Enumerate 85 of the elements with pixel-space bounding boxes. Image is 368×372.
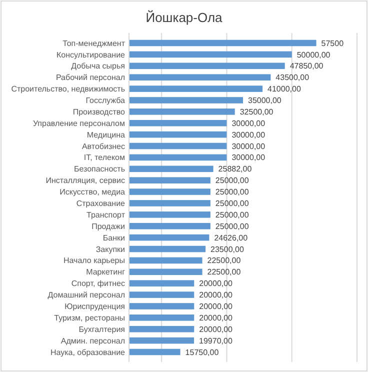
data-label: 24626,00 xyxy=(214,233,248,242)
data-label: 30000,00 xyxy=(232,118,266,128)
data-label: 20000,00 xyxy=(199,313,234,322)
y-tick-label: Туризм, рестораны xyxy=(54,313,126,322)
y-tick-label: Наука, образование xyxy=(50,348,126,357)
bar xyxy=(129,348,180,356)
data-label: 30000,00 xyxy=(232,130,266,140)
y-tick-label: Транспорт xyxy=(86,210,126,220)
data-label: 19970,00 xyxy=(199,336,233,346)
y-tick-label: Бухгалтерия xyxy=(78,324,125,334)
data-label: 20000,00 xyxy=(199,324,234,334)
bar xyxy=(129,142,227,150)
bar xyxy=(129,51,292,58)
y-tick-label: Страхование xyxy=(76,199,126,208)
y-tick-label: Консультирование xyxy=(56,50,126,60)
chart-title: Йошкар-Ола xyxy=(146,10,224,25)
data-label: 20000,00 xyxy=(199,302,234,312)
bar xyxy=(129,131,227,138)
y-tick-label: Автобизнес xyxy=(82,142,125,151)
data-label: 25000,00 xyxy=(215,188,250,197)
bar xyxy=(129,154,227,161)
data-label: 25000,00 xyxy=(215,199,250,208)
y-tick-label: Госслужба xyxy=(86,96,126,106)
data-label: 35000,00 xyxy=(248,96,282,106)
bar xyxy=(129,212,210,218)
y-tick-label: Продажи xyxy=(92,222,125,231)
data-label: 25882,00 xyxy=(218,164,252,174)
bar xyxy=(129,188,210,195)
y-tick-label: Банки xyxy=(102,233,125,242)
y-tick-label: Админ. персонал xyxy=(60,336,126,346)
y-tick-label: IT, телеком xyxy=(84,153,125,162)
data-label: 23500,00 xyxy=(210,244,244,254)
y-tick-label: Искусство, медиа xyxy=(60,188,126,197)
bar xyxy=(129,40,316,46)
bar xyxy=(129,337,194,344)
data-label: 15750,00 xyxy=(185,348,220,357)
y-tick-label: Добыча сырья xyxy=(71,62,125,71)
bar xyxy=(129,120,227,126)
bar xyxy=(129,177,210,184)
y-tick-label: Медицина xyxy=(86,130,126,140)
data-label: 30000,00 xyxy=(232,142,266,151)
bar xyxy=(129,62,285,70)
data-label: 25000,00 xyxy=(215,210,250,220)
bar xyxy=(129,246,206,252)
y-tick-label: Инсталляция, сервис xyxy=(46,176,125,186)
y-tick-label: Управление персоналом xyxy=(32,118,125,128)
data-label: 30000,00 xyxy=(232,153,266,162)
data-label: 41000,00 xyxy=(268,84,302,94)
bar xyxy=(129,292,194,298)
bar xyxy=(129,303,194,310)
bar xyxy=(129,166,214,172)
bar xyxy=(129,257,202,264)
data-label: 57500 xyxy=(321,38,344,48)
bar xyxy=(129,326,194,332)
y-tick-label: Закупки xyxy=(96,244,125,254)
y-tick-label: Спорт, фитнес xyxy=(71,279,125,288)
bar xyxy=(129,86,263,92)
y-tick-label: Рабочий персонал xyxy=(56,73,126,82)
bar xyxy=(129,280,194,286)
bar xyxy=(129,200,210,206)
data-label: 47850,00 xyxy=(290,62,324,71)
bar xyxy=(129,222,210,230)
y-tick-label: Маркетинг xyxy=(86,268,126,277)
data-label: 25000,00 xyxy=(215,176,250,186)
bar xyxy=(129,97,243,104)
data-label: 22500,00 xyxy=(207,256,242,266)
y-tick-label: Топ-менеджмент xyxy=(62,38,126,48)
data-label: 32500,00 xyxy=(240,107,274,116)
data-label: 43500,00 xyxy=(276,73,310,82)
data-label: 25000,00 xyxy=(215,222,250,231)
data-label: 22500,00 xyxy=(207,268,242,277)
y-tick-label: Строительство, недвижимость xyxy=(11,84,125,94)
y-tick-label: Начало карьеры xyxy=(64,256,126,266)
data-label: 20000,00 xyxy=(199,279,234,288)
bar xyxy=(129,108,235,115)
y-tick-label: Домашний персонал xyxy=(48,290,126,300)
y-tick-label: Юриспруденция xyxy=(64,302,125,312)
y-tick-label: Производство xyxy=(72,107,126,116)
data-label: 50000,00 xyxy=(296,50,331,60)
bar xyxy=(129,234,210,241)
y-tick-label: Безопасность xyxy=(74,164,125,174)
bar xyxy=(129,74,271,80)
data-label: 20000,00 xyxy=(199,290,234,300)
bar xyxy=(129,268,202,276)
bar xyxy=(129,314,194,321)
